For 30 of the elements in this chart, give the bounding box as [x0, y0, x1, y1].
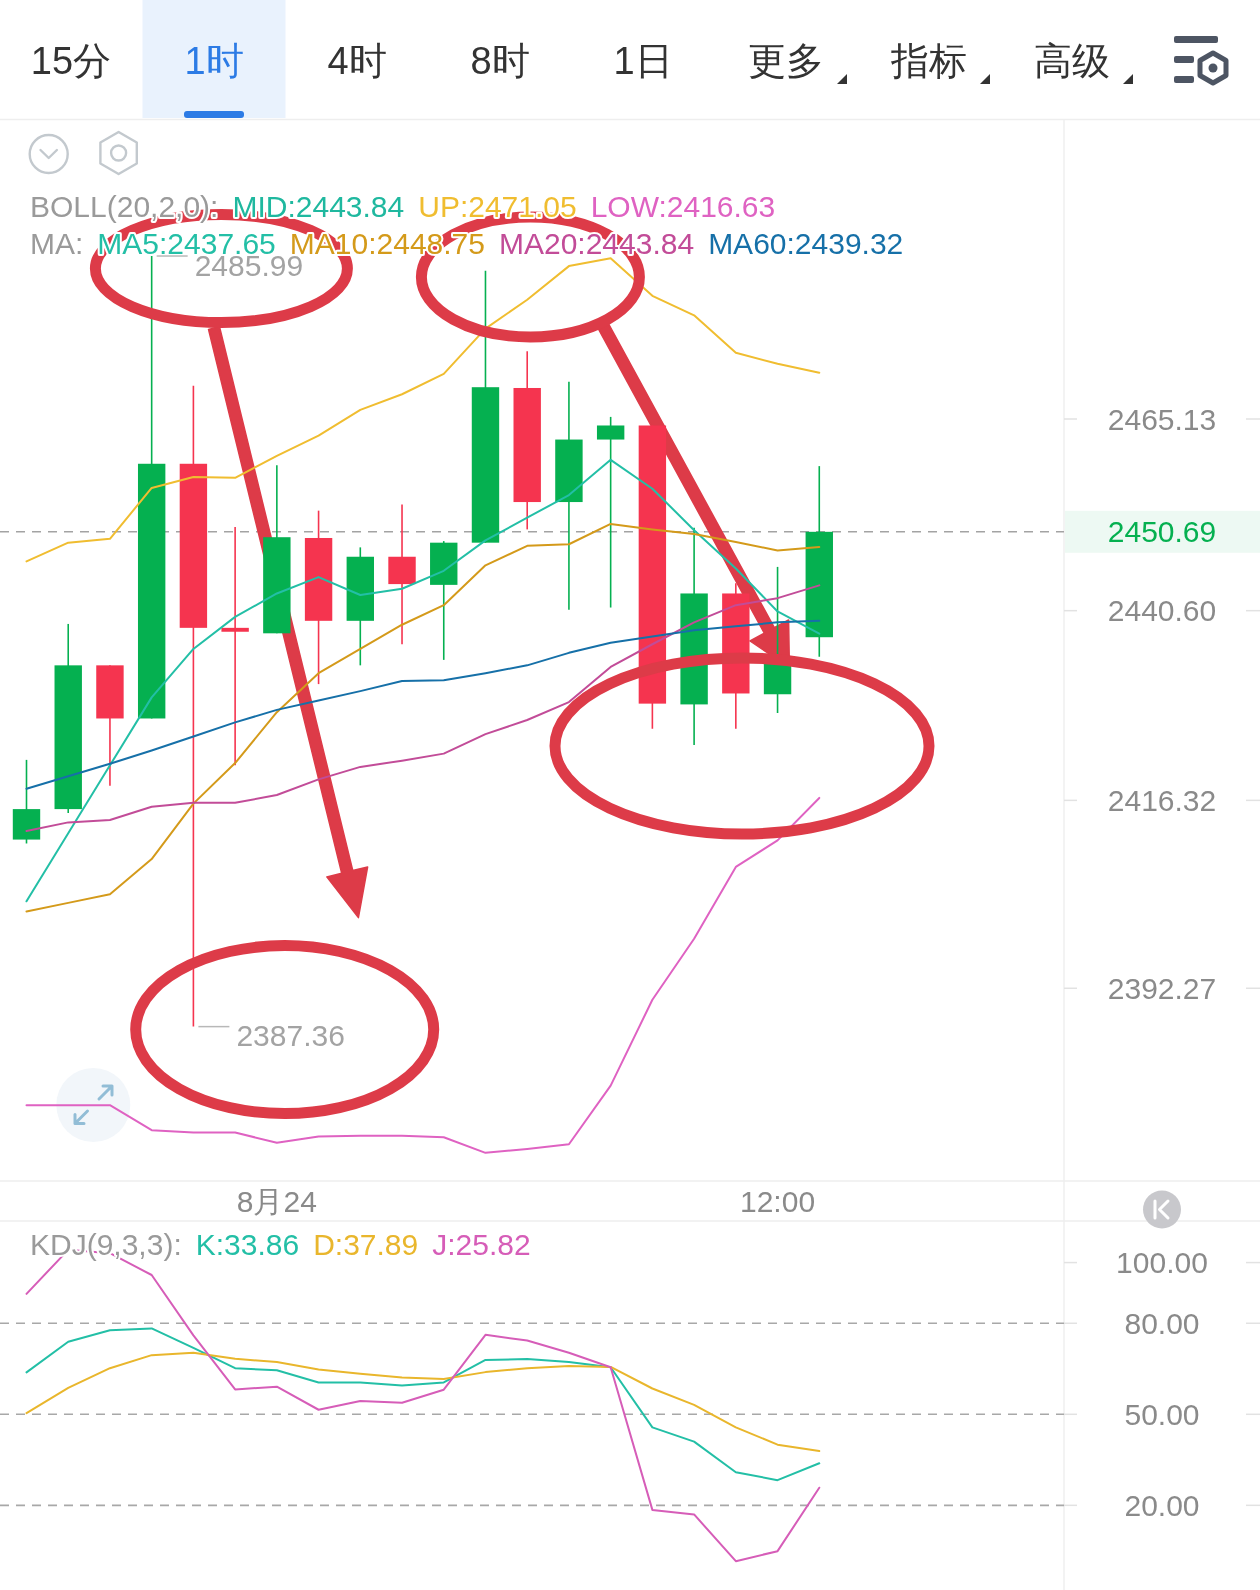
text: D:37.89	[313, 1227, 419, 1261]
text: 1时	[184, 40, 244, 82]
annotation: MA:	[30, 226, 84, 260]
y-tick-label: 100.00	[1116, 1246, 1208, 1280]
annotation: BOLL(20,2,0):	[30, 189, 219, 223]
x-tick-label: 8月24	[236, 1184, 317, 1218]
y-tick-label: 2392.27	[1107, 971, 1217, 1005]
annotation: KDJ(9,3,3):	[30, 1227, 182, 1261]
y-tick-label: 2465.13	[1107, 402, 1217, 436]
text: J:25.82	[432, 1227, 531, 1261]
text: 高级	[1034, 40, 1110, 82]
text: 更多	[748, 40, 824, 82]
text: 8时	[470, 40, 530, 82]
y-tick-label: 2416.32	[1107, 783, 1217, 817]
series-label: UP:2471.05	[418, 189, 577, 223]
ref-line-label: 2450.69	[1107, 515, 1217, 549]
text: 1日	[613, 40, 673, 82]
text: K:33.86	[195, 1227, 300, 1261]
text: LOW:2416.63	[590, 189, 776, 223]
y-tick-label: 2440.60	[1107, 594, 1217, 628]
text: 15分	[30, 40, 112, 82]
y-tick-label: 80.00	[1124, 1306, 1200, 1340]
text: 指标	[890, 40, 967, 82]
y-tick-label: 50.00	[1124, 1397, 1200, 1431]
text: MA60:2439.32	[708, 226, 904, 260]
annotation: 2387.36	[236, 1019, 345, 1053]
annotation: MID:2443.84	[232, 189, 405, 223]
y-tick-label: 20.00	[1124, 1488, 1200, 1522]
text: 4时	[327, 40, 387, 82]
x-tick-label: 12:00	[740, 1184, 816, 1218]
